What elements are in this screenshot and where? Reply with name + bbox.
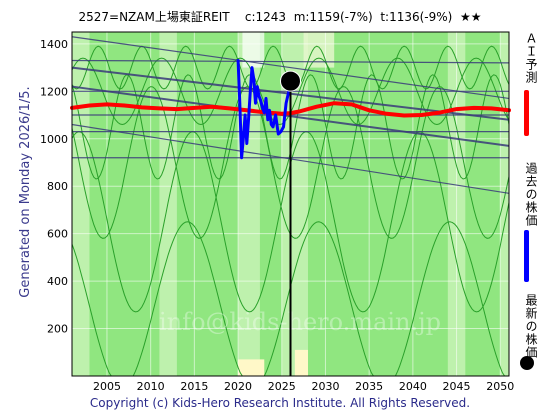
legend-ai-forecast-label: ＡＩ予測 (524, 32, 538, 84)
latest-price-marker (280, 70, 301, 92)
legend-past-price-label: 過去の株価 (524, 162, 538, 227)
x-axis-ticks: 2005 2010 2015 2020 2025 2030 2035 2040 2045 2050 (93, 380, 514, 393)
trend-line-3 (71, 36, 510, 100)
band-0 (72, 32, 90, 376)
y-tick-label-1400: 1400 (40, 38, 68, 51)
x-tick-label-2040: 2040 (399, 380, 427, 393)
x-tick-label-2015: 2015 (180, 380, 208, 393)
x-tick-label-2010: 2010 (137, 380, 165, 393)
band-bottom-0 (238, 359, 265, 376)
past-price-line (236, 59, 292, 160)
legend-latest-price-label: 最新の株価 (524, 294, 538, 359)
y-axis-ticks: 200 400 600 800 1000 1200 1400 (40, 38, 68, 336)
y-tick-label-1000: 1000 (40, 133, 68, 146)
legend-latest-price-dot (520, 356, 534, 370)
x-tick-label-2005: 2005 (93, 380, 121, 393)
y-tick-label-400: 400 (47, 275, 68, 288)
legend-past-price-swatch (524, 230, 529, 282)
copyright-footer: Copyright (c) Kids-Hero Research Institu… (89, 396, 471, 410)
y-tick-label-600: 600 (47, 228, 68, 241)
band-5 (500, 32, 509, 376)
y-tick-label-800: 800 (47, 180, 68, 193)
y-tick-label-1200: 1200 (40, 85, 68, 98)
trend-line-4 (71, 59, 510, 64)
legend-ai-forecast-swatch (524, 90, 529, 136)
x-tick-label-2050: 2050 (486, 380, 514, 393)
x-tick-label-2030: 2030 (311, 380, 339, 393)
x-tick-label-2035: 2035 (355, 380, 383, 393)
x-tick-label-2025: 2025 (268, 380, 296, 393)
legend: ＡＩ予測 過去の株価 最新の株価 (516, 32, 540, 372)
y-tick-label-200: 200 (47, 323, 68, 336)
plot-frame (71, 31, 510, 377)
chart-title: 2527=NZAM上場東証REIT c:1243 m:1159(-7%) t:1… (78, 10, 482, 24)
band-bottom-1 (294, 349, 308, 376)
plot-border (71, 31, 510, 377)
watermark: info@kids-hero.main.jp (159, 308, 441, 336)
x-tick-label-2020: 2020 (224, 380, 252, 393)
x-tick-label-2045: 2045 (443, 380, 471, 393)
band-highlight-0 (242, 32, 265, 68)
